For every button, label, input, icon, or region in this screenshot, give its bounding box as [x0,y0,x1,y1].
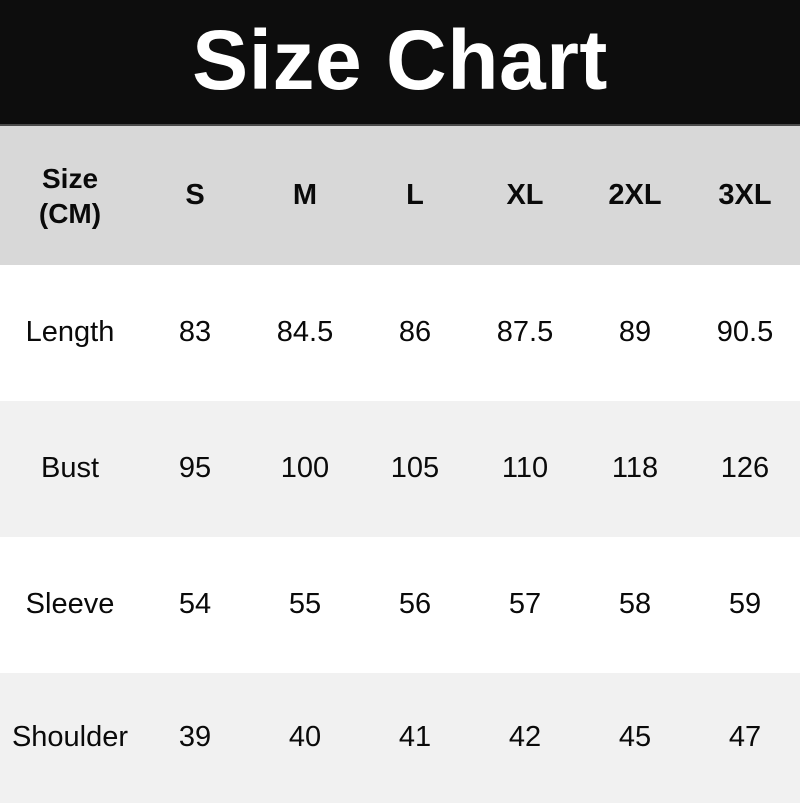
cell-sleeve-s: 54 [178,588,212,621]
cell-shoulder-s: 39 [178,721,212,754]
cell-bust-l: 105 [390,452,440,485]
row-label-bust: Bust [40,452,100,485]
row-label-shoulder: Shoulder [11,721,129,754]
cell-sleeve-2xl: 58 [618,588,652,621]
size-cm-line-1: Size [41,162,99,194]
cell-bust-xl: 110 [501,452,549,485]
title-banner: Size Chart [0,0,800,124]
column-header-2xl: 2XL [608,178,662,211]
banner-divider [0,124,800,126]
row-label-sleeve: Sleeve [25,588,115,621]
table-header-row: Size (CM) S M L XL 2XL 3XL [0,126,800,265]
cell-length-3xl: 90.5 [716,316,774,349]
cell-sleeve-xl: 57 [508,588,542,621]
cell-sleeve-3xl: 59 [728,588,762,621]
cell-bust-2xl: 118 [611,452,659,485]
table-row-sleeve: Sleeve 54 55 56 57 58 59 [0,537,800,673]
cell-length-2xl: 89 [618,316,652,349]
cell-length-l: 86 [398,316,432,349]
cell-length-s: 83 [178,316,212,349]
cell-sleeve-l: 56 [398,588,432,621]
size-chart-table: Size (CM) S M L XL 2XL 3XL Length 83 84.… [0,126,800,803]
table-row-length: Length 83 84.5 86 87.5 89 90.5 [0,265,800,401]
column-header-3xl: 3XL [718,178,772,211]
row-label-length: Length [25,316,115,349]
cell-shoulder-2xl: 45 [618,721,652,754]
table-row-bust: Bust 95 100 105 110 118 126 [0,401,800,537]
column-header-s: S [185,178,205,211]
cell-length-m: 84.5 [276,316,334,349]
cell-length-xl: 87.5 [496,316,554,349]
column-header-l: L [406,178,424,211]
cell-bust-s: 95 [178,452,212,485]
column-header-size-cm: Size (CM) [0,126,140,265]
page-title: Size Chart [192,13,608,107]
cell-shoulder-xl: 42 [508,721,542,754]
cell-bust-m: 100 [280,452,330,485]
cell-shoulder-l: 41 [398,721,432,754]
column-header-m: M [292,178,318,211]
table-row-shoulder: Shoulder 39 40 41 42 45 47 [0,673,800,803]
cell-shoulder-3xl: 47 [728,721,762,754]
cell-shoulder-m: 40 [288,721,322,754]
column-header-xl: XL [506,178,544,211]
cell-bust-3xl: 126 [720,452,770,485]
size-cm-line-2: (CM) [38,197,102,229]
cell-sleeve-m: 55 [288,588,322,621]
